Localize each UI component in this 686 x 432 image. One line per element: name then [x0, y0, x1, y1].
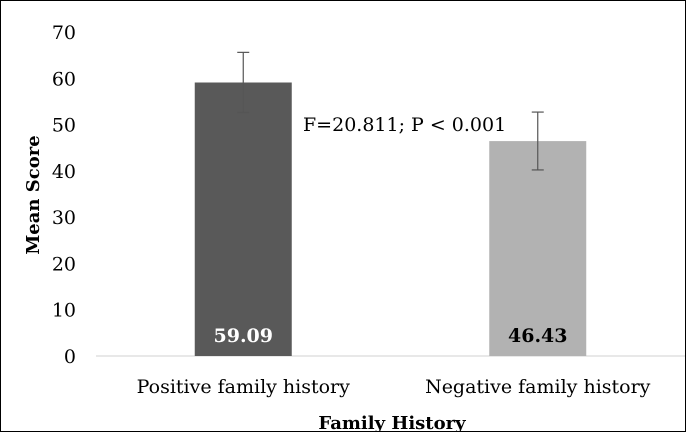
error-bar — [237, 51, 250, 114]
y-tick-label: 60 — [52, 68, 76, 90]
y-tick-labels: 0 10 20 30 40 50 60 70 — [52, 22, 76, 368]
error-bars — [237, 51, 544, 171]
bar-negative-family-history — [489, 141, 587, 356]
error-bar — [531, 111, 544, 171]
y-tick-label: 20 — [52, 253, 76, 275]
data-label: 59.09 — [214, 325, 274, 347]
x-tick-label: Negative family history — [425, 376, 651, 398]
y-tick-label: 70 — [52, 22, 76, 44]
category-labels: Positive family history Negative family h… — [137, 376, 651, 398]
y-tick-label: 40 — [52, 161, 76, 183]
bar-positive-family-history — [194, 82, 292, 356]
y-tick-label: 10 — [52, 300, 76, 322]
value-labels: 59.09 46.43 — [214, 325, 568, 347]
x-axis-title: Family History — [318, 413, 466, 431]
y-tick-label: 30 — [52, 207, 76, 229]
annotation-stats: F=20.811; P < 0.001 — [303, 114, 506, 136]
y-axis-title: Mean Score — [23, 135, 44, 254]
y-tick-label: 50 — [52, 115, 76, 137]
bars — [194, 82, 587, 356]
data-label: 46.43 — [508, 325, 568, 347]
x-tick-label: Positive family history — [137, 376, 351, 398]
y-tick-label: 0 — [64, 346, 76, 368]
